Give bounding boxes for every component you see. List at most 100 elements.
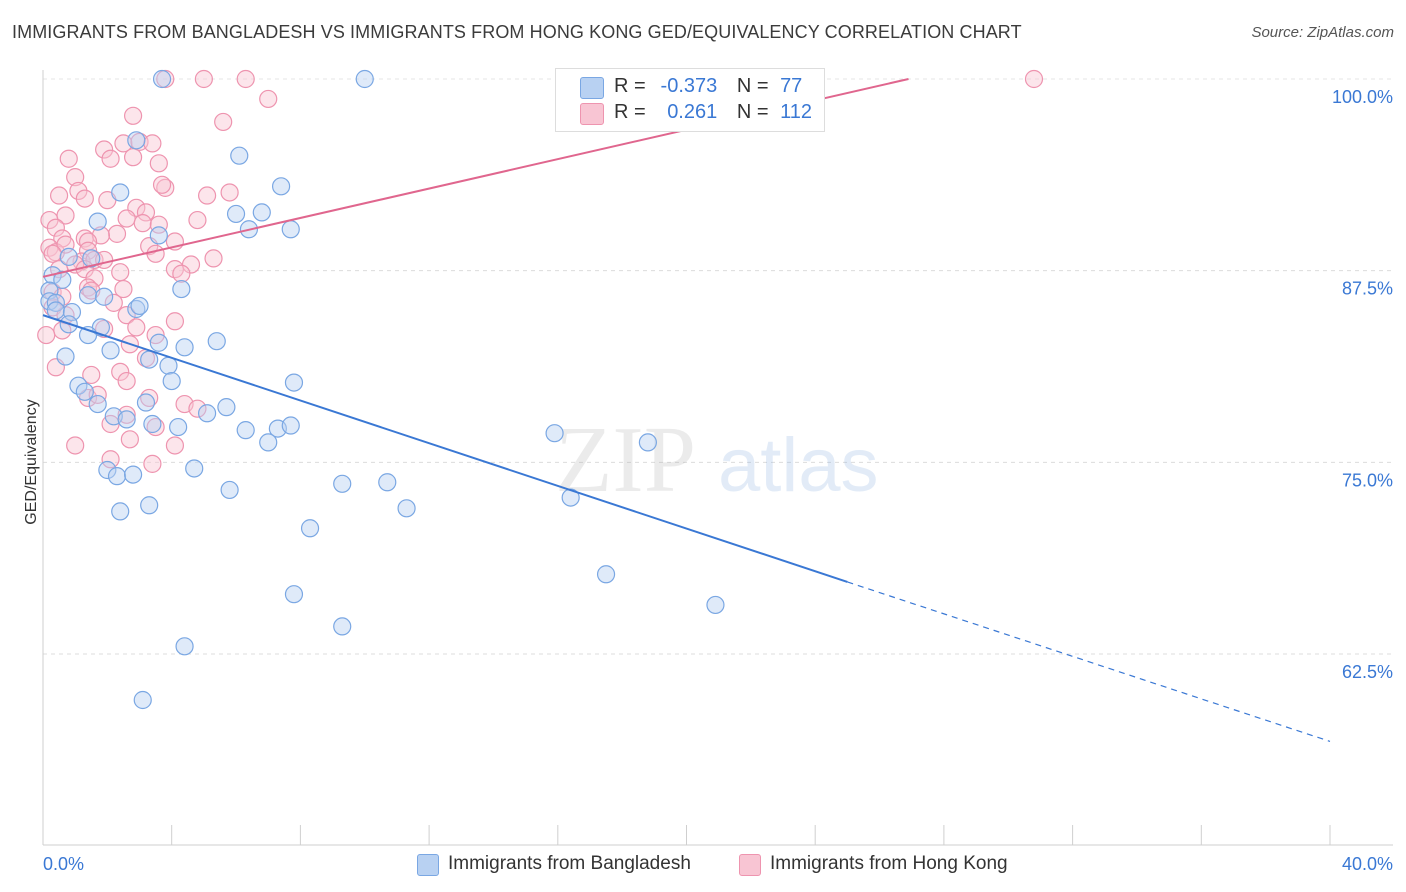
hong-kong-point — [152, 175, 172, 194]
legend-swatch-bangladesh — [580, 77, 604, 99]
bangladesh-point — [197, 404, 217, 423]
bangladesh-point — [140, 496, 159, 515]
legend-swatch-bangladesh — [417, 854, 439, 876]
bangladesh-point — [333, 617, 352, 636]
y-tick-label: 75.0% — [1342, 470, 1393, 490]
series-legend: Immigrants from Bangladesh Immigrants fr… — [0, 852, 1406, 878]
axes — [42, 70, 1393, 846]
y-tick-label: 87.5% — [1342, 279, 1393, 299]
x-tick-label-max: 40.0% — [1342, 854, 1393, 874]
hong-kong-point — [194, 69, 213, 89]
bangladesh-point — [207, 332, 226, 351]
bangladesh-point — [230, 146, 249, 165]
hong-kong-point — [165, 436, 185, 455]
bangladesh-point — [75, 382, 94, 401]
bangladesh-point — [88, 212, 107, 231]
bangladesh-point — [284, 373, 304, 392]
bangladesh-point — [252, 203, 271, 222]
bangladesh-point — [271, 177, 291, 196]
hong-kong-point — [136, 203, 156, 222]
hong-kong-point — [123, 148, 143, 167]
hong-kong-point — [37, 325, 56, 345]
hong-kong-point — [104, 293, 123, 312]
bangladesh-point — [333, 474, 352, 493]
bangladesh-point — [355, 69, 374, 89]
bangladesh-point — [596, 565, 616, 584]
hong-kong-point — [120, 430, 139, 449]
hong-kong-point — [43, 244, 62, 263]
bangladesh-point — [185, 459, 204, 478]
hong-kong-point — [146, 417, 165, 437]
hong-kong-point — [114, 279, 133, 299]
hong-kong-point — [46, 218, 65, 237]
hong-kong-point — [172, 264, 191, 283]
bangladesh-point — [284, 585, 304, 604]
watermark-atlas: atlas — [718, 423, 879, 508]
bangladesh-point — [98, 460, 117, 480]
bangladesh-point — [59, 247, 78, 266]
hong-kong-point — [188, 399, 207, 418]
bangladesh-point — [123, 465, 143, 484]
bangladesh-trend-line — [42, 314, 848, 583]
hong-kong-point — [111, 263, 130, 282]
r-value-bangladesh: -0.373 — [660, 75, 718, 97]
hong-kong-point — [149, 154, 168, 173]
correlation-legend: R = -0.373 N = 77 R = 0.261 N = 112 — [555, 68, 825, 132]
bangladesh-point — [117, 410, 136, 429]
legend-row-hong-kong: R = 0.261 N = 112 — [614, 101, 812, 125]
hong-kong-point — [117, 209, 136, 228]
bangladesh-point — [101, 341, 120, 360]
bangladesh-point — [300, 519, 320, 538]
legend-label-hong-kong: Immigrants from Hong Kong — [770, 853, 1008, 874]
bangladesh-point — [638, 433, 657, 452]
bangladesh-point — [226, 204, 246, 224]
bangladesh-point — [82, 249, 101, 268]
bangladesh-point — [706, 595, 725, 615]
bangladesh-point — [88, 394, 107, 414]
hong-kong-point — [75, 189, 94, 208]
bangladesh-point — [172, 279, 191, 299]
n-value-bangladesh: 77 — [780, 75, 803, 97]
bangladesh-point — [107, 467, 127, 486]
x-tick-label-min: 0.0% — [43, 854, 84, 874]
hong-kong-point — [117, 371, 136, 391]
bangladesh-point — [111, 183, 130, 202]
hong-kong-point — [111, 362, 130, 381]
chart-title: IMMIGRANTS FROM BANGLADESH VS IMMIGRANTS… — [12, 22, 1022, 42]
hong-kong-point — [82, 365, 101, 385]
bangladesh-point — [217, 398, 236, 417]
bangladesh-point — [175, 637, 194, 656]
bangladesh-point — [143, 414, 162, 434]
bangladesh-point — [46, 293, 65, 312]
bangladesh-point — [397, 499, 416, 518]
legend-swatch-hong-kong — [580, 103, 604, 125]
hong-kong-point — [197, 186, 217, 205]
bangladesh-point — [281, 220, 300, 239]
bangladesh-point — [159, 356, 178, 375]
bangladesh-point — [111, 502, 130, 521]
hong-kong-point — [49, 186, 69, 205]
hong-kong-point — [1024, 69, 1044, 89]
bangladesh-point — [56, 347, 75, 366]
bangladesh-point — [127, 299, 146, 319]
r-value-hong-kong: 0.261 — [667, 101, 718, 123]
n-label: N = — [736, 101, 769, 123]
gridlines — [43, 78, 1393, 655]
source-label: Source: ZipAtlas.com — [1251, 24, 1394, 41]
x-tick-labels: 0.0% 40.0% — [43, 854, 1393, 874]
hong-kong-point — [220, 183, 239, 202]
hong-kong-point — [59, 149, 78, 168]
bangladesh-point — [561, 488, 580, 507]
hong-kong-point — [56, 206, 75, 225]
bangladesh-point — [152, 69, 172, 89]
y-tick-labels: 62.5% 75.0% 87.5% 100.0% — [1332, 87, 1393, 682]
y-tick-label: 62.5% — [1342, 662, 1393, 682]
bangladesh-point — [149, 226, 168, 245]
bangladesh-point — [281, 416, 300, 435]
bangladesh-point — [220, 480, 239, 500]
legend-row-bangladesh: R = -0.373 N = 77 — [614, 75, 802, 99]
hong-kong-point — [143, 454, 162, 473]
hong-kong-point — [236, 69, 255, 89]
hong-kong-point — [181, 255, 201, 274]
